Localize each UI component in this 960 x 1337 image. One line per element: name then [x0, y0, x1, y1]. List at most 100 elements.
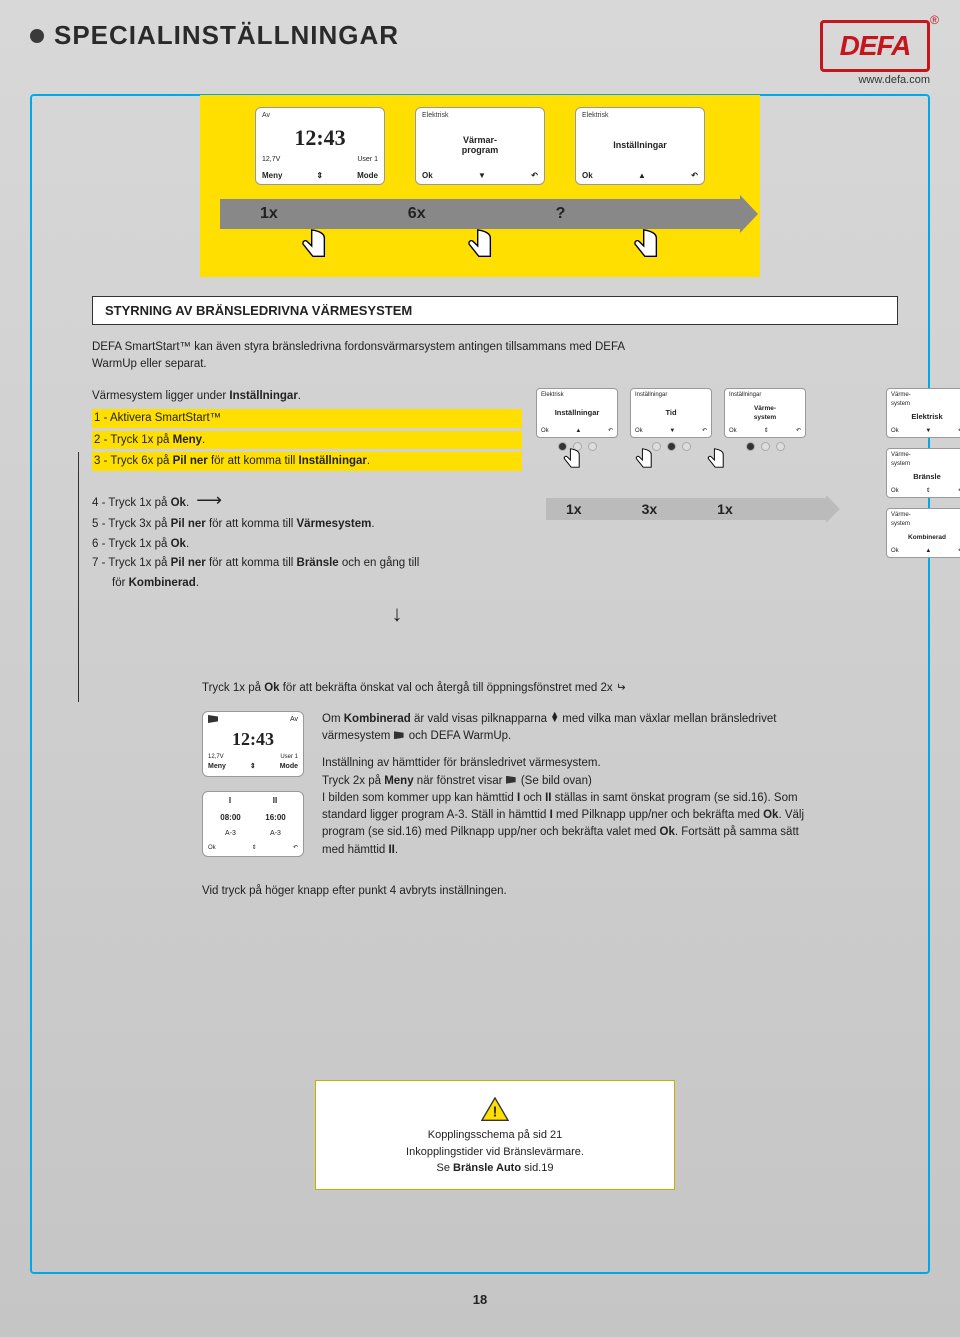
yellow-panel: Av 12:43 12,7V User 1 Meny ⇕ Mode Elektr… [200, 95, 760, 277]
step-3: 3 - Tryck 6x på Pil ner för att komma ti… [92, 452, 522, 471]
lower-p2: Om Kombinerad är vald visas pilknapparna… [322, 711, 822, 746]
intro-text: DEFA SmartStart™ kan även styra bränsled… [92, 339, 652, 372]
press-arrow-bar: 1x 6x ? [220, 199, 740, 229]
screen-time: Av 12:43 12,7V User 1 Meny ⇕ Mode [255, 107, 385, 185]
button-dot-icon [746, 442, 755, 451]
mini-press2: 3x [642, 499, 658, 519]
note-line3: Se Bränsle Auto sid.19 [328, 1160, 662, 1177]
hand-icon [291, 223, 337, 269]
side-screen-time: Av 12:43 12,7VUser 1 Meny⇕Mode [202, 711, 304, 777]
arrow-right-icon: ⟶ [189, 487, 229, 513]
body-content: DEFA SmartStart™ kan även styra bränsled… [32, 339, 928, 1190]
mini-screen-1: Elektrisk Inställningar Ok▲↶ [536, 388, 618, 438]
screen2-down-icon: ▼ [478, 171, 486, 180]
flag-icon [506, 776, 516, 784]
step-7b: för Kombinerad. [92, 575, 522, 592]
press1-label: 1x [260, 205, 278, 223]
note-line2: Inkopplingstider vid Bränslevärmare. [328, 1144, 662, 1161]
screen2-line1: Värmar- [422, 135, 538, 145]
screen2-line2: program [422, 145, 538, 155]
mini-screen-3: Inställningar Värme- system Ok⇕↶ [724, 388, 806, 438]
lower-text-block: Om Kombinerad är vald visas pilknapparna… [322, 711, 822, 859]
up-icon: ▲ [925, 547, 931, 556]
press-zone-3: ? [556, 205, 566, 223]
main-frame: Av 12:43 12,7V User 1 Meny ⇕ Mode Elektr… [30, 94, 930, 1274]
back-icon: ↶ [702, 427, 707, 436]
screen1-time: 12:43 [262, 127, 378, 149]
press3-label: ? [556, 205, 566, 223]
bullet-icon [30, 29, 44, 43]
mini-screens-row: Elektrisk Inställningar Ok▲↶ Inställning… [536, 388, 806, 451]
mini-press1: 1x [566, 499, 582, 519]
updown-icon: ⇕ [764, 427, 769, 436]
note-box: ! Kopplingsschema på sid 21 Inkopplingst… [315, 1080, 675, 1190]
side-screen-program: III 08:0016:00 A-3A-3 Ok⇕↶ [202, 791, 304, 857]
press-zone-1: 1x [260, 205, 278, 223]
steps-list: 1 - Aktivera SmartStart™ 2 - Tryck 1x på… [92, 409, 522, 592]
flag-icon [394, 731, 404, 739]
updown-icon: ▲▼ [550, 712, 559, 721]
screen1-volt: 12,7V [262, 156, 280, 163]
warning-icon: ! [481, 1097, 509, 1121]
note-line1: Kopplingsschema på sid 21 [328, 1127, 662, 1144]
page-header: SPECIALINSTÄLLNINGAR DEFA ® www.defa.com [30, 20, 930, 86]
screen-installningar: Elektrisk Inställningar Ok ▲ ↶ [575, 107, 705, 185]
screen-varmar: Elektrisk Värmar- program Ok ▼ ↶ [415, 107, 545, 185]
button-dot-icon [761, 442, 770, 451]
top-screens-row: Av 12:43 12,7V User 1 Meny ⇕ Mode Elektr… [218, 107, 742, 185]
mini-arrow-bar: 1x 3x 1x [546, 498, 826, 520]
page-title: SPECIALINSTÄLLNINGAR [54, 20, 399, 51]
screen3-mid: Inställningar [582, 140, 698, 150]
back-icon: ↶ [608, 427, 613, 436]
screen1-updown-icon: ⇕ [316, 171, 323, 180]
up-icon: ▲ [575, 427, 581, 436]
press2-label: 6x [408, 205, 426, 223]
button-dot-icon [776, 442, 785, 451]
screen1-meny: Meny [262, 171, 282, 180]
step-1: 1 - Aktivera SmartStart™ [92, 409, 522, 428]
down-icon: ▼ [925, 427, 931, 436]
connector-line [78, 452, 79, 702]
screen2-ok: Ok [422, 171, 433, 180]
step-7: 7 - Tryck 1x på Pil ner för att komma ti… [92, 555, 522, 572]
two-column: Värmesystem ligger under Inställningar. … [92, 388, 898, 629]
back-icon: ↶ [796, 427, 801, 436]
mini-press3: 1x [717, 499, 733, 519]
updown-icon: ⇕ [252, 844, 257, 853]
screen2-top: Elektrisk [422, 112, 538, 119]
hands-row [218, 223, 742, 269]
mini-hands-row [556, 444, 732, 476]
mini-screen-4: Värme- system Elektrisk Ok▼↶ [886, 388, 960, 438]
hand-icon [556, 444, 588, 476]
updown-icon: ⇕ [250, 762, 256, 773]
section-title: STYRNING AV BRÄNSLEDRIVNA VÄRMESYSTEM [105, 303, 412, 318]
lower-p4: Tryck 2x på Meny när fönstret visar (Se … [322, 773, 822, 790]
lower-section: Tryck 1x på Ok för att bekräfta önskat v… [202, 680, 822, 901]
screen1-top: Av [262, 112, 378, 119]
hand-icon [700, 444, 732, 476]
hand-icon [628, 444, 660, 476]
screen3-ok: Ok [582, 171, 593, 180]
arrow-down-icon: ↓ [272, 598, 522, 630]
mini-screen-6: Värme- system Kombinerad Ok▲↶ [886, 508, 960, 558]
screen3-up-icon: ▲ [638, 171, 646, 180]
svg-text:!: ! [493, 1104, 498, 1121]
screen1-mode: Mode [357, 171, 378, 180]
mini-screens-stack: Värme- system Elektrisk Ok▼↶ Värme- syst… [886, 388, 960, 558]
hand-icon [623, 223, 669, 269]
press-zone-2: 6x [408, 205, 426, 223]
screen1-user: User 1 [357, 156, 378, 163]
mini-screen-5: Värme- system Bränsle Ok⇕↶ [886, 448, 960, 498]
lower-p1: Tryck 1x på Ok för att bekräfta önskat v… [202, 680, 822, 697]
lower-row: Av 12:43 12,7VUser 1 Meny⇕Mode III 08:00… [202, 711, 822, 859]
registered-mark: ® [930, 13, 939, 27]
page-number: 18 [30, 1292, 930, 1307]
side-screens: Av 12:43 12,7VUser 1 Meny⇕Mode III 08:00… [202, 711, 304, 859]
lower-p6: Vid tryck på höger knapp efter punkt 4 a… [202, 883, 822, 900]
step-6: 6 - Tryck 1x på Ok. [92, 536, 522, 553]
varm-line: Värmesystem ligger under Inställningar. [92, 388, 522, 405]
lower-p3: Inställning av hämttider för bränsledriv… [322, 755, 822, 772]
back-icon: ↶ [293, 844, 298, 853]
back-icon: ↵ [616, 680, 626, 697]
screen3-top: Elektrisk [582, 112, 698, 119]
